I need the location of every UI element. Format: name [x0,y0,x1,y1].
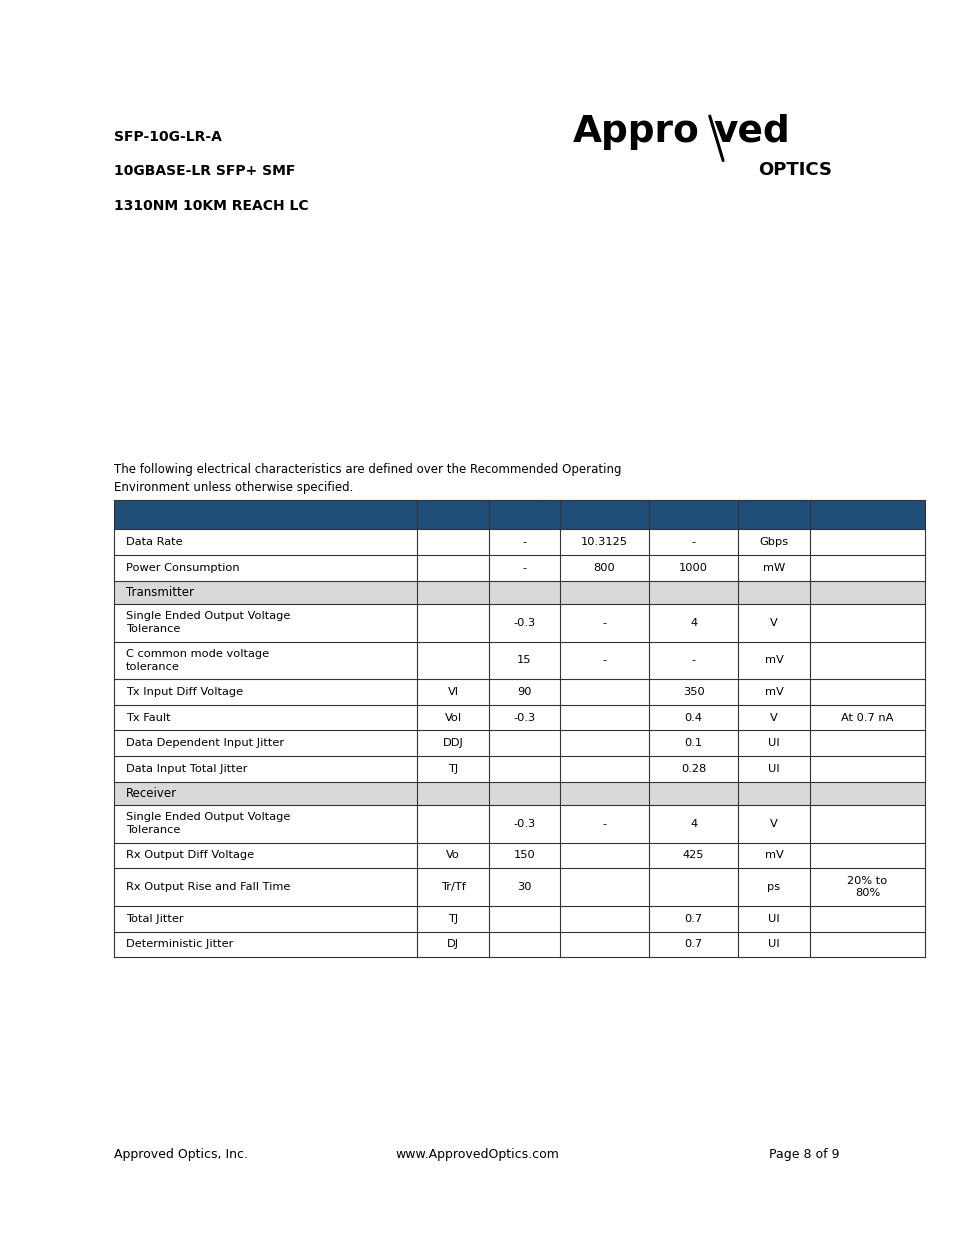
Bar [114,730,924,756]
Text: mV: mV [763,687,782,697]
Bar [114,868,924,906]
Text: 4: 4 [689,819,697,829]
Text: Data Dependent Input Jitter: Data Dependent Input Jitter [126,739,284,748]
Text: Data Rate: Data Rate [126,537,182,547]
Bar [114,805,924,842]
Text: V: V [769,819,777,829]
Text: -: - [691,656,695,666]
Text: Data Input Total Jitter: Data Input Total Jitter [126,764,247,774]
Text: mV: mV [763,656,782,666]
Text: 0.7: 0.7 [684,914,702,924]
Text: At 0.7 nA: At 0.7 nA [841,713,893,722]
Text: C common mode voltage
tolerance: C common mode voltage tolerance [126,650,269,672]
Bar [114,500,924,530]
Text: Tr/Tf: Tr/Tf [440,882,465,892]
Text: 30: 30 [517,882,531,892]
Bar [114,530,924,555]
Text: ved: ved [713,114,789,149]
Text: 10.3125: 10.3125 [580,537,627,547]
Text: 10GBASE-LR SFP+ SMF: 10GBASE-LR SFP+ SMF [114,164,295,178]
Text: 0.7: 0.7 [684,940,702,950]
Text: Tx Input Diff Voltage: Tx Input Diff Voltage [126,687,243,697]
Text: Tx Fault: Tx Fault [126,713,171,722]
Text: The following electrical characteristics are defined over the Recommended Operat: The following electrical characteristics… [114,463,621,494]
Text: Gbps: Gbps [759,537,787,547]
Text: TJ: TJ [448,764,457,774]
Text: UI: UI [767,764,779,774]
Text: Power Consumption: Power Consumption [126,563,239,573]
Text: DDJ: DDJ [442,739,463,748]
Text: 1000: 1000 [679,563,707,573]
Bar [114,641,924,679]
Bar [114,604,924,641]
Bar [114,756,924,782]
Text: Approved Optics, Inc.: Approved Optics, Inc. [114,1149,248,1161]
Text: V: V [769,713,777,722]
Text: Page 8 of 9: Page 8 of 9 [768,1149,839,1161]
Text: mW: mW [762,563,784,573]
Text: Receiver: Receiver [126,787,177,800]
Text: Single Ended Output Voltage
Tolerance: Single Ended Output Voltage Tolerance [126,611,290,634]
Text: SFP-10G-LR-A: SFP-10G-LR-A [114,130,222,143]
Text: -: - [602,819,606,829]
Bar [114,705,924,730]
Text: -: - [602,656,606,666]
Text: TJ: TJ [448,914,457,924]
Bar [114,931,924,957]
Text: 0.28: 0.28 [680,764,705,774]
Text: 0.1: 0.1 [684,739,702,748]
Text: DJ: DJ [447,940,458,950]
Text: 800: 800 [593,563,615,573]
Text: VI: VI [447,687,458,697]
Text: 425: 425 [682,851,703,861]
Text: Rx Output Rise and Fall Time: Rx Output Rise and Fall Time [126,882,290,892]
Bar [114,906,924,931]
Bar [114,580,924,604]
Text: mV: mV [763,851,782,861]
Text: Deterministic Jitter: Deterministic Jitter [126,940,233,950]
Text: -0.3: -0.3 [513,713,535,722]
Text: -: - [691,537,695,547]
Text: UI: UI [767,739,779,748]
Text: OPTICS: OPTICS [758,161,832,179]
Text: -: - [602,618,606,627]
Text: ps: ps [766,882,780,892]
Bar [114,782,924,805]
Bar [114,555,924,580]
Text: V: V [769,618,777,627]
Text: Vol: Vol [444,713,461,722]
Text: Transmitter: Transmitter [126,585,193,599]
Text: Appro: Appro [572,114,699,149]
Text: -: - [522,563,526,573]
Text: -: - [522,537,526,547]
Text: Vo: Vo [446,851,459,861]
Text: -0.3: -0.3 [513,819,535,829]
Text: www.ApprovedOptics.com: www.ApprovedOptics.com [395,1149,558,1161]
Text: UI: UI [767,914,779,924]
Text: 0.4: 0.4 [684,713,702,722]
Bar [114,679,924,705]
Text: 15: 15 [517,656,531,666]
Text: 150: 150 [513,851,535,861]
Text: 90: 90 [517,687,531,697]
Text: Rx Output Diff Voltage: Rx Output Diff Voltage [126,851,253,861]
Text: 1310NM 10KM REACH LC: 1310NM 10KM REACH LC [114,199,309,212]
Text: 350: 350 [682,687,704,697]
Text: UI: UI [767,940,779,950]
Text: -0.3: -0.3 [513,618,535,627]
Text: 4: 4 [689,618,697,627]
Bar [114,842,924,868]
Text: Total Jitter: Total Jitter [126,914,183,924]
Text: 20% to
80%: 20% to 80% [846,876,886,898]
Text: Single Ended Output Voltage
Tolerance: Single Ended Output Voltage Tolerance [126,813,290,835]
